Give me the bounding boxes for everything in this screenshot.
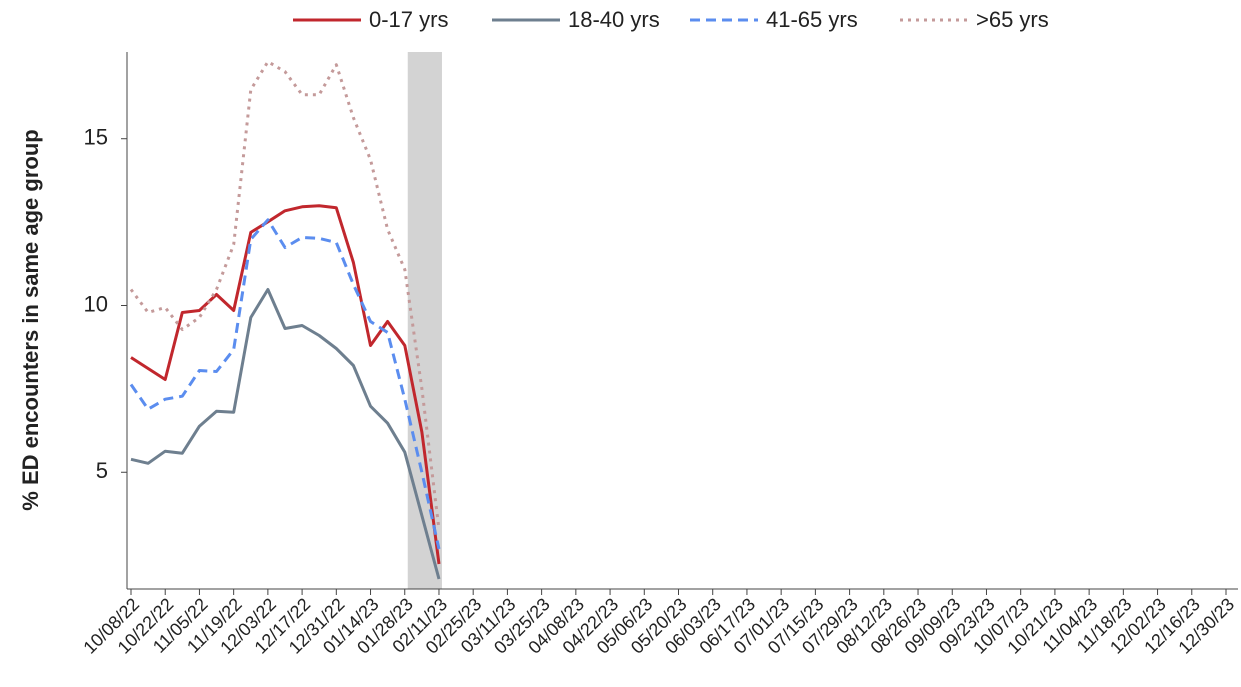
legend-label: 18-40 yrs	[568, 7, 660, 32]
legend-label: >65 yrs	[976, 7, 1049, 32]
legend-label: 0-17 yrs	[369, 7, 448, 32]
series-line	[130, 288, 441, 580]
series-line	[130, 204, 441, 565]
y-tick-label: 15	[84, 125, 108, 150]
y-axis-label: % ED encounters in same age group	[18, 129, 43, 510]
y-tick-label: 10	[84, 291, 108, 316]
legend-label: 41-65 yrs	[766, 7, 858, 32]
series-line	[129, 60, 441, 530]
series-line	[129, 218, 441, 550]
y-tick-label: 5	[96, 458, 108, 483]
